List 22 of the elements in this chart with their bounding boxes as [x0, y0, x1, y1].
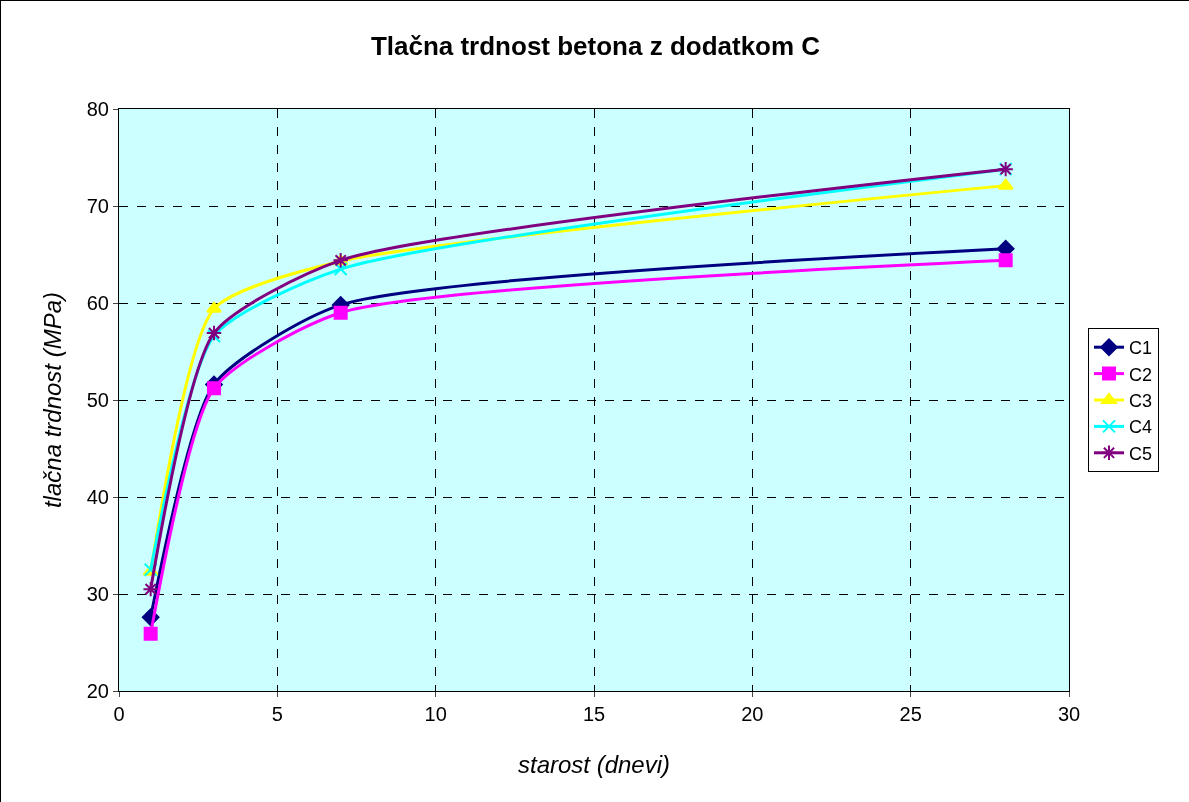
- x-tick-label: 10: [424, 703, 447, 725]
- y-tick-label: 40: [86, 486, 109, 508]
- y-tick-label: 30: [86, 583, 109, 605]
- chart-title: Tlačna trdnost betona z dodatkom C: [370, 31, 821, 62]
- y-tick-label: 70: [86, 195, 109, 217]
- x-tick-label: 0: [113, 703, 125, 725]
- y-tick-label: 80: [86, 98, 109, 120]
- legend-label: C5: [1129, 443, 1153, 464]
- legend-label: C4: [1129, 417, 1153, 438]
- x-tick-label: 30: [1057, 703, 1081, 725]
- y-tick-label: 60: [86, 292, 109, 314]
- x-tick-label: 20: [741, 703, 764, 725]
- x-tick-label: 25: [899, 703, 922, 725]
- y-tick-label: 50: [86, 389, 109, 411]
- y-axis-title: tlačna trdnost (MPa): [39, 291, 66, 509]
- legend-label: C1: [1129, 338, 1153, 359]
- x-tick-label: 5: [271, 703, 283, 725]
- x-tick-label: 15: [582, 703, 606, 725]
- legend-label: C3: [1129, 391, 1153, 412]
- x-axis-title: starost (dnevi): [517, 751, 671, 778]
- y-tick-label: 20: [86, 680, 109, 702]
- legend-label: C2: [1129, 364, 1153, 385]
